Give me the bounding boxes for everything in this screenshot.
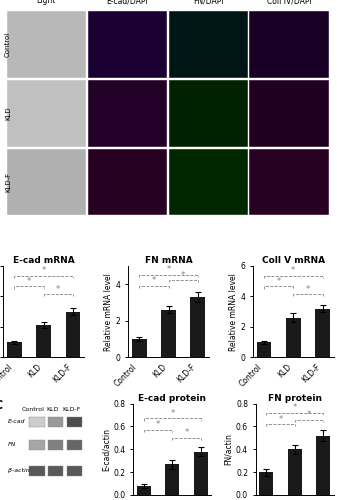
FancyBboxPatch shape <box>67 466 82 476</box>
FancyBboxPatch shape <box>249 148 329 215</box>
Text: *: * <box>166 265 171 274</box>
FancyBboxPatch shape <box>29 418 44 428</box>
Text: C: C <box>0 399 2 412</box>
FancyBboxPatch shape <box>7 12 86 78</box>
FancyBboxPatch shape <box>7 148 86 215</box>
Text: E-cad/DAPI: E-cad/DAPI <box>106 0 148 5</box>
Bar <box>315 308 330 358</box>
Text: *: * <box>277 277 281 286</box>
FancyBboxPatch shape <box>48 418 63 428</box>
Text: *: * <box>41 266 46 276</box>
Bar <box>259 472 273 495</box>
Text: FN/DAPI: FN/DAPI <box>193 0 223 5</box>
Text: Control: Control <box>5 32 11 58</box>
Text: Control: Control <box>22 408 45 412</box>
Text: *: * <box>152 276 156 285</box>
Y-axis label: FN/actin: FN/actin <box>224 434 233 465</box>
Bar <box>286 318 301 358</box>
Bar <box>137 486 151 495</box>
Bar <box>257 342 271 357</box>
Bar <box>316 436 330 495</box>
Y-axis label: Relative mRNA level: Relative mRNA level <box>104 272 113 350</box>
Bar <box>190 297 205 358</box>
Title: E-cad mRNA: E-cad mRNA <box>13 256 74 265</box>
Text: *: * <box>156 420 160 430</box>
FancyBboxPatch shape <box>249 80 329 146</box>
FancyBboxPatch shape <box>7 80 86 146</box>
Title: Coll V mRNA: Coll V mRNA <box>262 256 325 265</box>
FancyBboxPatch shape <box>29 466 44 476</box>
Text: KLD: KLD <box>5 106 11 120</box>
Text: FN: FN <box>8 442 16 447</box>
Bar <box>36 326 51 358</box>
Text: Light: Light <box>37 0 56 5</box>
Text: *: * <box>306 284 310 294</box>
FancyBboxPatch shape <box>168 12 248 78</box>
Text: KLD-F: KLD-F <box>62 408 80 412</box>
Y-axis label: Relative mRNA level: Relative mRNA level <box>229 272 238 350</box>
FancyBboxPatch shape <box>168 80 248 146</box>
Text: *: * <box>291 266 296 276</box>
Bar <box>194 452 208 495</box>
Text: KLD-F: KLD-F <box>5 172 11 192</box>
FancyBboxPatch shape <box>168 148 248 215</box>
FancyBboxPatch shape <box>67 418 82 428</box>
Bar <box>165 464 180 495</box>
FancyBboxPatch shape <box>29 440 44 450</box>
FancyBboxPatch shape <box>48 466 63 476</box>
FancyBboxPatch shape <box>88 12 167 78</box>
FancyBboxPatch shape <box>88 148 167 215</box>
Y-axis label: E-cad/actin: E-cad/actin <box>102 428 111 471</box>
Text: E-cad: E-cad <box>8 420 25 424</box>
Text: *: * <box>293 404 297 412</box>
Bar <box>66 312 80 358</box>
Bar <box>287 450 302 495</box>
Text: β-actin: β-actin <box>8 468 29 473</box>
FancyBboxPatch shape <box>88 80 167 146</box>
Text: *: * <box>170 409 175 418</box>
Text: *: * <box>56 284 60 294</box>
FancyBboxPatch shape <box>48 440 63 450</box>
Title: E-cad protein: E-cad protein <box>139 394 206 403</box>
FancyBboxPatch shape <box>67 440 82 450</box>
Text: *: * <box>307 410 311 419</box>
Text: KLD: KLD <box>46 408 59 412</box>
FancyBboxPatch shape <box>249 12 329 78</box>
Text: Coll IV/DAPI: Coll IV/DAPI <box>267 0 311 5</box>
Bar <box>7 342 22 357</box>
Bar <box>161 310 176 358</box>
Bar <box>132 339 147 357</box>
Text: *: * <box>278 414 283 424</box>
Text: *: * <box>27 277 31 286</box>
Title: FN mRNA: FN mRNA <box>145 256 192 265</box>
Text: *: * <box>181 270 185 280</box>
Title: FN protein: FN protein <box>268 394 321 403</box>
Text: *: * <box>184 428 189 438</box>
